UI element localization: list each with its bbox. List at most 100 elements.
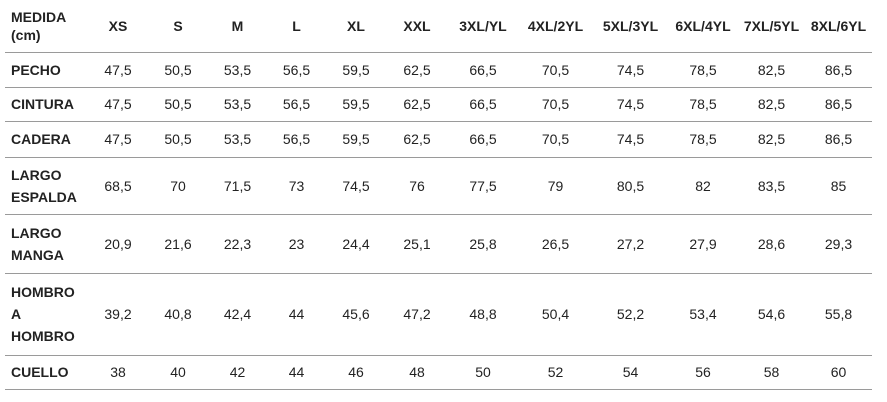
cell: 21,6 xyxy=(164,235,192,252)
header-cell: 6XL/4YL xyxy=(675,17,731,34)
cell: 66,5 xyxy=(469,96,497,112)
cell: 56,5 xyxy=(282,61,311,78)
cell: 82,5 xyxy=(757,131,786,147)
cell: 44 xyxy=(288,364,305,380)
cell: 76 xyxy=(409,177,425,194)
cell: 50,5 xyxy=(164,131,192,147)
cell: 27,2 xyxy=(616,235,645,252)
cell: 80,5 xyxy=(616,177,645,194)
cell: 42 xyxy=(229,364,246,380)
cell: 66,5 xyxy=(469,131,497,147)
cell: 77,5 xyxy=(469,177,497,194)
cell: 44 xyxy=(288,306,305,322)
cell: 59,5 xyxy=(342,61,370,78)
header-cell: S xyxy=(173,17,183,34)
cell: 82 xyxy=(695,177,711,194)
cell: 28,6 xyxy=(757,235,786,252)
cell: 26,5 xyxy=(541,235,570,252)
cell: 53,5 xyxy=(223,96,252,112)
cell: 71,5 xyxy=(223,177,252,194)
cell: 47,5 xyxy=(104,131,132,147)
cell: 60 xyxy=(830,364,847,380)
cell: 86,5 xyxy=(824,131,853,147)
cell: 78,5 xyxy=(689,131,717,147)
cell: 70,5 xyxy=(541,131,570,147)
row-label: CUELLO xyxy=(11,364,69,380)
cell: 50,5 xyxy=(164,96,192,112)
cell: 70,5 xyxy=(541,61,570,78)
header-cell: L xyxy=(292,17,301,34)
header-cell: M xyxy=(231,17,244,34)
header-cell: 3XL/YL xyxy=(459,17,507,34)
cell: 74,5 xyxy=(616,61,645,78)
cell: 56 xyxy=(695,364,711,380)
row: PECHO 47,5 50,5 53,5 56,5 59,5 62,5 66,5 70,5 74,… xyxy=(5,52,872,87)
row: CADERA 47,5 50,5 53,5 56,5 59,5 62,5 66,5 70,5 74… xyxy=(5,121,872,157)
header-cell: 7XL/5YL xyxy=(743,17,800,34)
cell: 25,1 xyxy=(403,235,431,252)
cell: 47,2 xyxy=(403,306,431,322)
cell: 55,8 xyxy=(824,306,853,322)
cell: 85 xyxy=(830,177,847,194)
cell: 50 xyxy=(475,364,491,380)
row: CINTURA 47,5 50,5 53,5 56,5 59,5 62,5 66,5 70,5 7… xyxy=(5,87,872,121)
cell: 29,3 xyxy=(824,235,853,252)
cell: 78,5 xyxy=(689,61,717,78)
header-label: MEDIDA (cm) xyxy=(11,8,67,43)
row-label: LARGO ESPALDA xyxy=(11,166,77,205)
cell: 70 xyxy=(170,177,186,194)
row-label: PECHO xyxy=(11,61,61,78)
cell: 25,8 xyxy=(469,235,497,252)
row: LARGO MANGA 20,9 21,6 22,3 23 24,4 25,1 25,8 26,… xyxy=(5,214,872,273)
cell: 56,5 xyxy=(282,131,311,147)
cell: 62,5 xyxy=(403,61,431,78)
row-label: CADERA xyxy=(11,131,71,147)
cell: 66,5 xyxy=(469,61,497,78)
cell: 42,4 xyxy=(223,306,252,322)
cell: 47,5 xyxy=(104,61,132,78)
cell: 83,5 xyxy=(757,177,786,194)
cell: 38 xyxy=(110,364,126,380)
cell: 53,5 xyxy=(223,61,252,78)
header-cell: 4XL/2YL xyxy=(527,17,584,34)
row: HOMBRO A HOMBRO 39,2 40,8 42,4 44 45,6 47,2 48,… xyxy=(5,273,872,355)
cell: 52 xyxy=(547,364,564,380)
cell: 54 xyxy=(622,364,639,380)
cell: 48 xyxy=(409,364,425,380)
cell: 74,5 xyxy=(616,131,645,147)
cell: 74,5 xyxy=(616,96,645,112)
cell: 53,4 xyxy=(689,306,717,322)
cell: 40 xyxy=(170,364,186,380)
cell: 74,5 xyxy=(342,177,370,194)
cell: 48,8 xyxy=(469,306,497,322)
header-cell: XXL xyxy=(403,17,431,34)
cell: 73 xyxy=(288,177,305,194)
cell: 58 xyxy=(763,364,780,380)
row-label: CINTURA xyxy=(11,96,74,112)
cell: 56,5 xyxy=(282,96,311,112)
cell: 50,4 xyxy=(541,306,570,322)
row-label: HOMBRO A HOMBRO xyxy=(11,284,75,344)
cell: 27,9 xyxy=(689,235,717,252)
row-label: LARGO MANGA xyxy=(11,224,64,263)
size-table: MEDIDA (cm) XS S M L XL XXL 3XL/YL 4XL/2YL 5XL/3Y… xyxy=(5,0,872,390)
table: MEDIDA (cm) XS S M L XL XXL 3XL/YL 4XL/2YL 5XL/3Y… xyxy=(5,0,872,390)
cell: 86,5 xyxy=(824,96,853,112)
cell: 46 xyxy=(348,364,364,380)
cell: 20,9 xyxy=(104,235,132,252)
header-cell: XS xyxy=(108,17,128,34)
cell: 39,2 xyxy=(104,306,132,322)
cell: 45,6 xyxy=(342,306,370,322)
cell: 24,4 xyxy=(342,235,370,252)
cell: 54,6 xyxy=(757,306,786,322)
cell: 47,5 xyxy=(104,96,132,112)
cell: 78,5 xyxy=(689,96,717,112)
cell: 70,5 xyxy=(541,96,570,112)
header-row: MEDIDA (cm) XS S M L XL XXL 3XL/YL 4XL/2YL 5XL/3Y… xyxy=(5,0,872,52)
cell: 86,5 xyxy=(824,61,853,78)
cell: 79 xyxy=(547,177,564,194)
cell: 59,5 xyxy=(342,131,370,147)
cell: 68,5 xyxy=(104,177,132,194)
cell: 52,2 xyxy=(616,306,645,322)
cell: 23 xyxy=(288,235,305,252)
